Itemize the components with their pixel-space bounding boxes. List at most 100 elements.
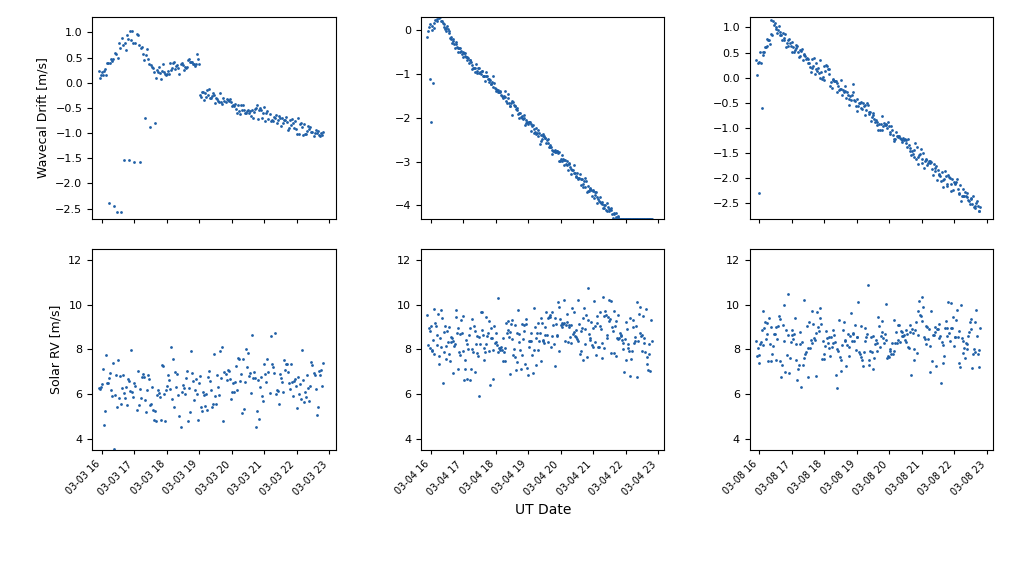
Point — [451, 323, 467, 332]
Point — [617, 317, 634, 326]
Point — [98, 58, 115, 67]
Point — [478, 72, 495, 81]
Point — [500, 89, 516, 99]
Point — [524, 368, 541, 377]
Point — [635, 312, 651, 321]
Point — [911, 297, 928, 306]
Point — [127, 381, 143, 391]
Point — [641, 339, 657, 349]
Point — [468, 59, 484, 68]
Point — [497, 87, 513, 96]
Point — [287, 375, 303, 384]
Point — [271, 370, 288, 379]
Point — [470, 332, 486, 342]
Point — [473, 69, 489, 78]
Point — [618, 355, 635, 365]
Point — [951, 189, 968, 198]
Point — [566, 308, 583, 317]
Point — [292, 379, 308, 388]
Point — [432, 343, 449, 352]
Point — [602, 314, 618, 323]
Point — [171, 411, 187, 421]
Point — [256, 359, 272, 369]
Point — [191, 371, 208, 380]
Point — [625, 316, 641, 325]
Point — [207, 99, 223, 108]
Point — [595, 204, 611, 213]
Point — [571, 170, 588, 179]
Point — [530, 132, 547, 141]
Point — [564, 166, 581, 175]
Point — [138, 45, 155, 54]
Point — [514, 319, 530, 328]
Point — [199, 85, 215, 94]
Point — [467, 368, 483, 377]
Point — [540, 135, 556, 144]
Point — [805, 61, 821, 70]
Point — [579, 188, 595, 197]
Point — [190, 379, 207, 388]
Point — [503, 320, 519, 329]
Point — [168, 62, 184, 71]
Point — [605, 213, 622, 223]
Point — [180, 54, 197, 63]
Point — [197, 402, 213, 411]
Point — [512, 108, 528, 117]
Point — [751, 57, 767, 66]
Point — [859, 330, 876, 339]
Point — [541, 143, 557, 152]
Point — [826, 330, 843, 339]
Point — [435, 22, 452, 31]
Point — [860, 110, 877, 119]
Point — [453, 350, 469, 359]
Point — [587, 187, 603, 196]
Point — [140, 59, 157, 69]
Point — [471, 391, 487, 400]
Point — [583, 186, 599, 195]
Point — [96, 65, 113, 74]
Point — [435, 378, 452, 387]
Point — [612, 332, 629, 341]
Point — [894, 332, 910, 341]
Point — [470, 351, 486, 361]
Point — [159, 69, 175, 78]
Point — [912, 144, 929, 153]
Point — [425, 336, 441, 345]
Y-axis label: Solar RV [m/s]: Solar RV [m/s] — [50, 305, 62, 394]
Point — [534, 356, 550, 365]
Point — [175, 384, 191, 393]
Point — [845, 79, 861, 88]
Point — [468, 340, 484, 349]
Point — [249, 101, 265, 110]
Point — [952, 181, 969, 190]
Point — [545, 332, 561, 341]
Point — [500, 93, 516, 102]
Point — [569, 168, 586, 178]
Point — [964, 363, 980, 372]
Point — [224, 379, 241, 388]
Point — [932, 331, 948, 340]
Point — [802, 62, 818, 72]
Point — [847, 96, 863, 106]
Point — [300, 383, 316, 392]
Point — [123, 346, 139, 355]
Point — [545, 320, 561, 329]
Point — [578, 182, 594, 192]
Point — [272, 374, 289, 383]
Point — [567, 171, 584, 181]
Point — [514, 111, 530, 121]
Point — [439, 326, 456, 335]
Point — [201, 366, 217, 376]
Point — [972, 207, 988, 216]
Point — [203, 93, 219, 103]
Point — [555, 160, 571, 169]
Point — [484, 78, 501, 87]
Point — [479, 328, 496, 338]
Point — [536, 131, 552, 140]
Point — [528, 328, 545, 338]
Point — [462, 55, 478, 64]
Point — [436, 347, 453, 356]
Point — [638, 214, 654, 223]
Point — [429, 330, 445, 339]
Point — [931, 171, 947, 180]
